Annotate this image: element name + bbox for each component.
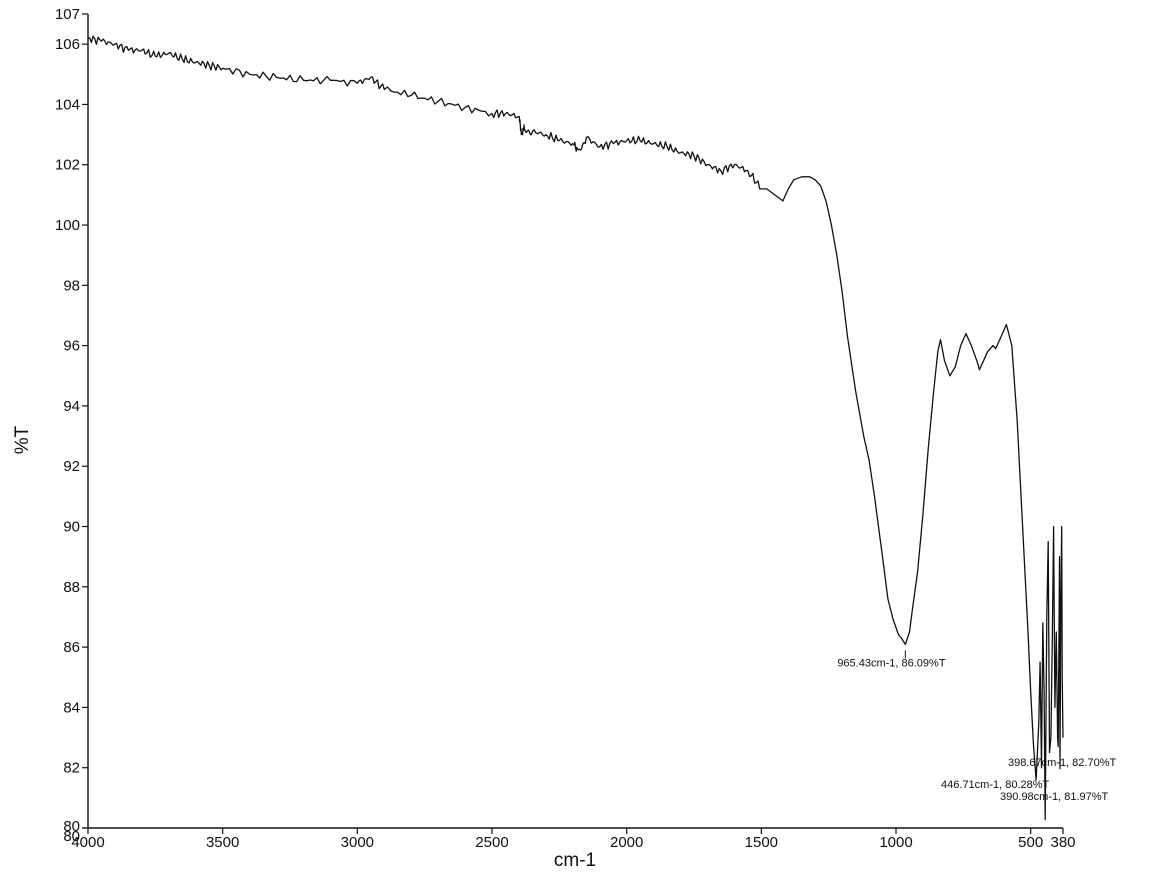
y-tick-label: 100: [55, 217, 80, 234]
y-tick-label: 90: [63, 519, 80, 536]
y-tick-label: 88: [63, 579, 80, 596]
x-tick-label: 3000: [341, 834, 374, 851]
peak-label: 390.98cm-1, 81.97%T: [1000, 791, 1109, 803]
x-tick-label: 1000: [879, 834, 912, 851]
spectrum-series-line: [87, 35, 1064, 821]
peak-label: 398.67cm-1, 82.70%T: [1008, 757, 1117, 769]
x-tick-label: 500: [1018, 834, 1043, 851]
y-tick-label: 94: [63, 398, 80, 415]
x-tick-label: 3500: [206, 834, 239, 851]
y-tick-label: 102: [55, 157, 80, 174]
peak-label: 965.43cm-1, 86.09%T: [837, 657, 946, 669]
y-tick-label: 98: [63, 277, 80, 294]
x-tick-label: 380: [1050, 834, 1075, 851]
y-tick-label: 104: [55, 96, 80, 113]
y-tick-label: 96: [63, 338, 80, 355]
y-tick-label: 107: [55, 6, 80, 23]
y-tick-label: 86: [63, 639, 80, 656]
plot-area: [87, 35, 1064, 821]
y-tick-label: 106: [55, 36, 80, 53]
x-tick-label: 2000: [610, 834, 643, 851]
y-axis-title: %T: [12, 425, 33, 454]
y-tick-label: 80: [63, 828, 80, 845]
x-axis-ticks: 4000 3500 3000 2500 2000 1500 1000 500 380: [71, 828, 1076, 851]
x-tick-label: 4000: [71, 834, 104, 851]
peak-label: 446.71cm-1, 80.28%T: [941, 779, 1050, 791]
y-tick-label: 92: [63, 458, 80, 475]
y-tick-label: 82: [63, 760, 80, 777]
x-tick-label: 2500: [475, 834, 508, 851]
x-axis-title: cm-1: [554, 850, 596, 871]
x-tick-label: 1500: [745, 834, 778, 851]
y-tick-label: 84: [63, 699, 80, 716]
peak-annotations: 965.43cm-1, 86.09%T 398.67cm-1, 82.70%T 44…: [837, 650, 1116, 803]
y-tick-label: 80: [63, 818, 80, 835]
